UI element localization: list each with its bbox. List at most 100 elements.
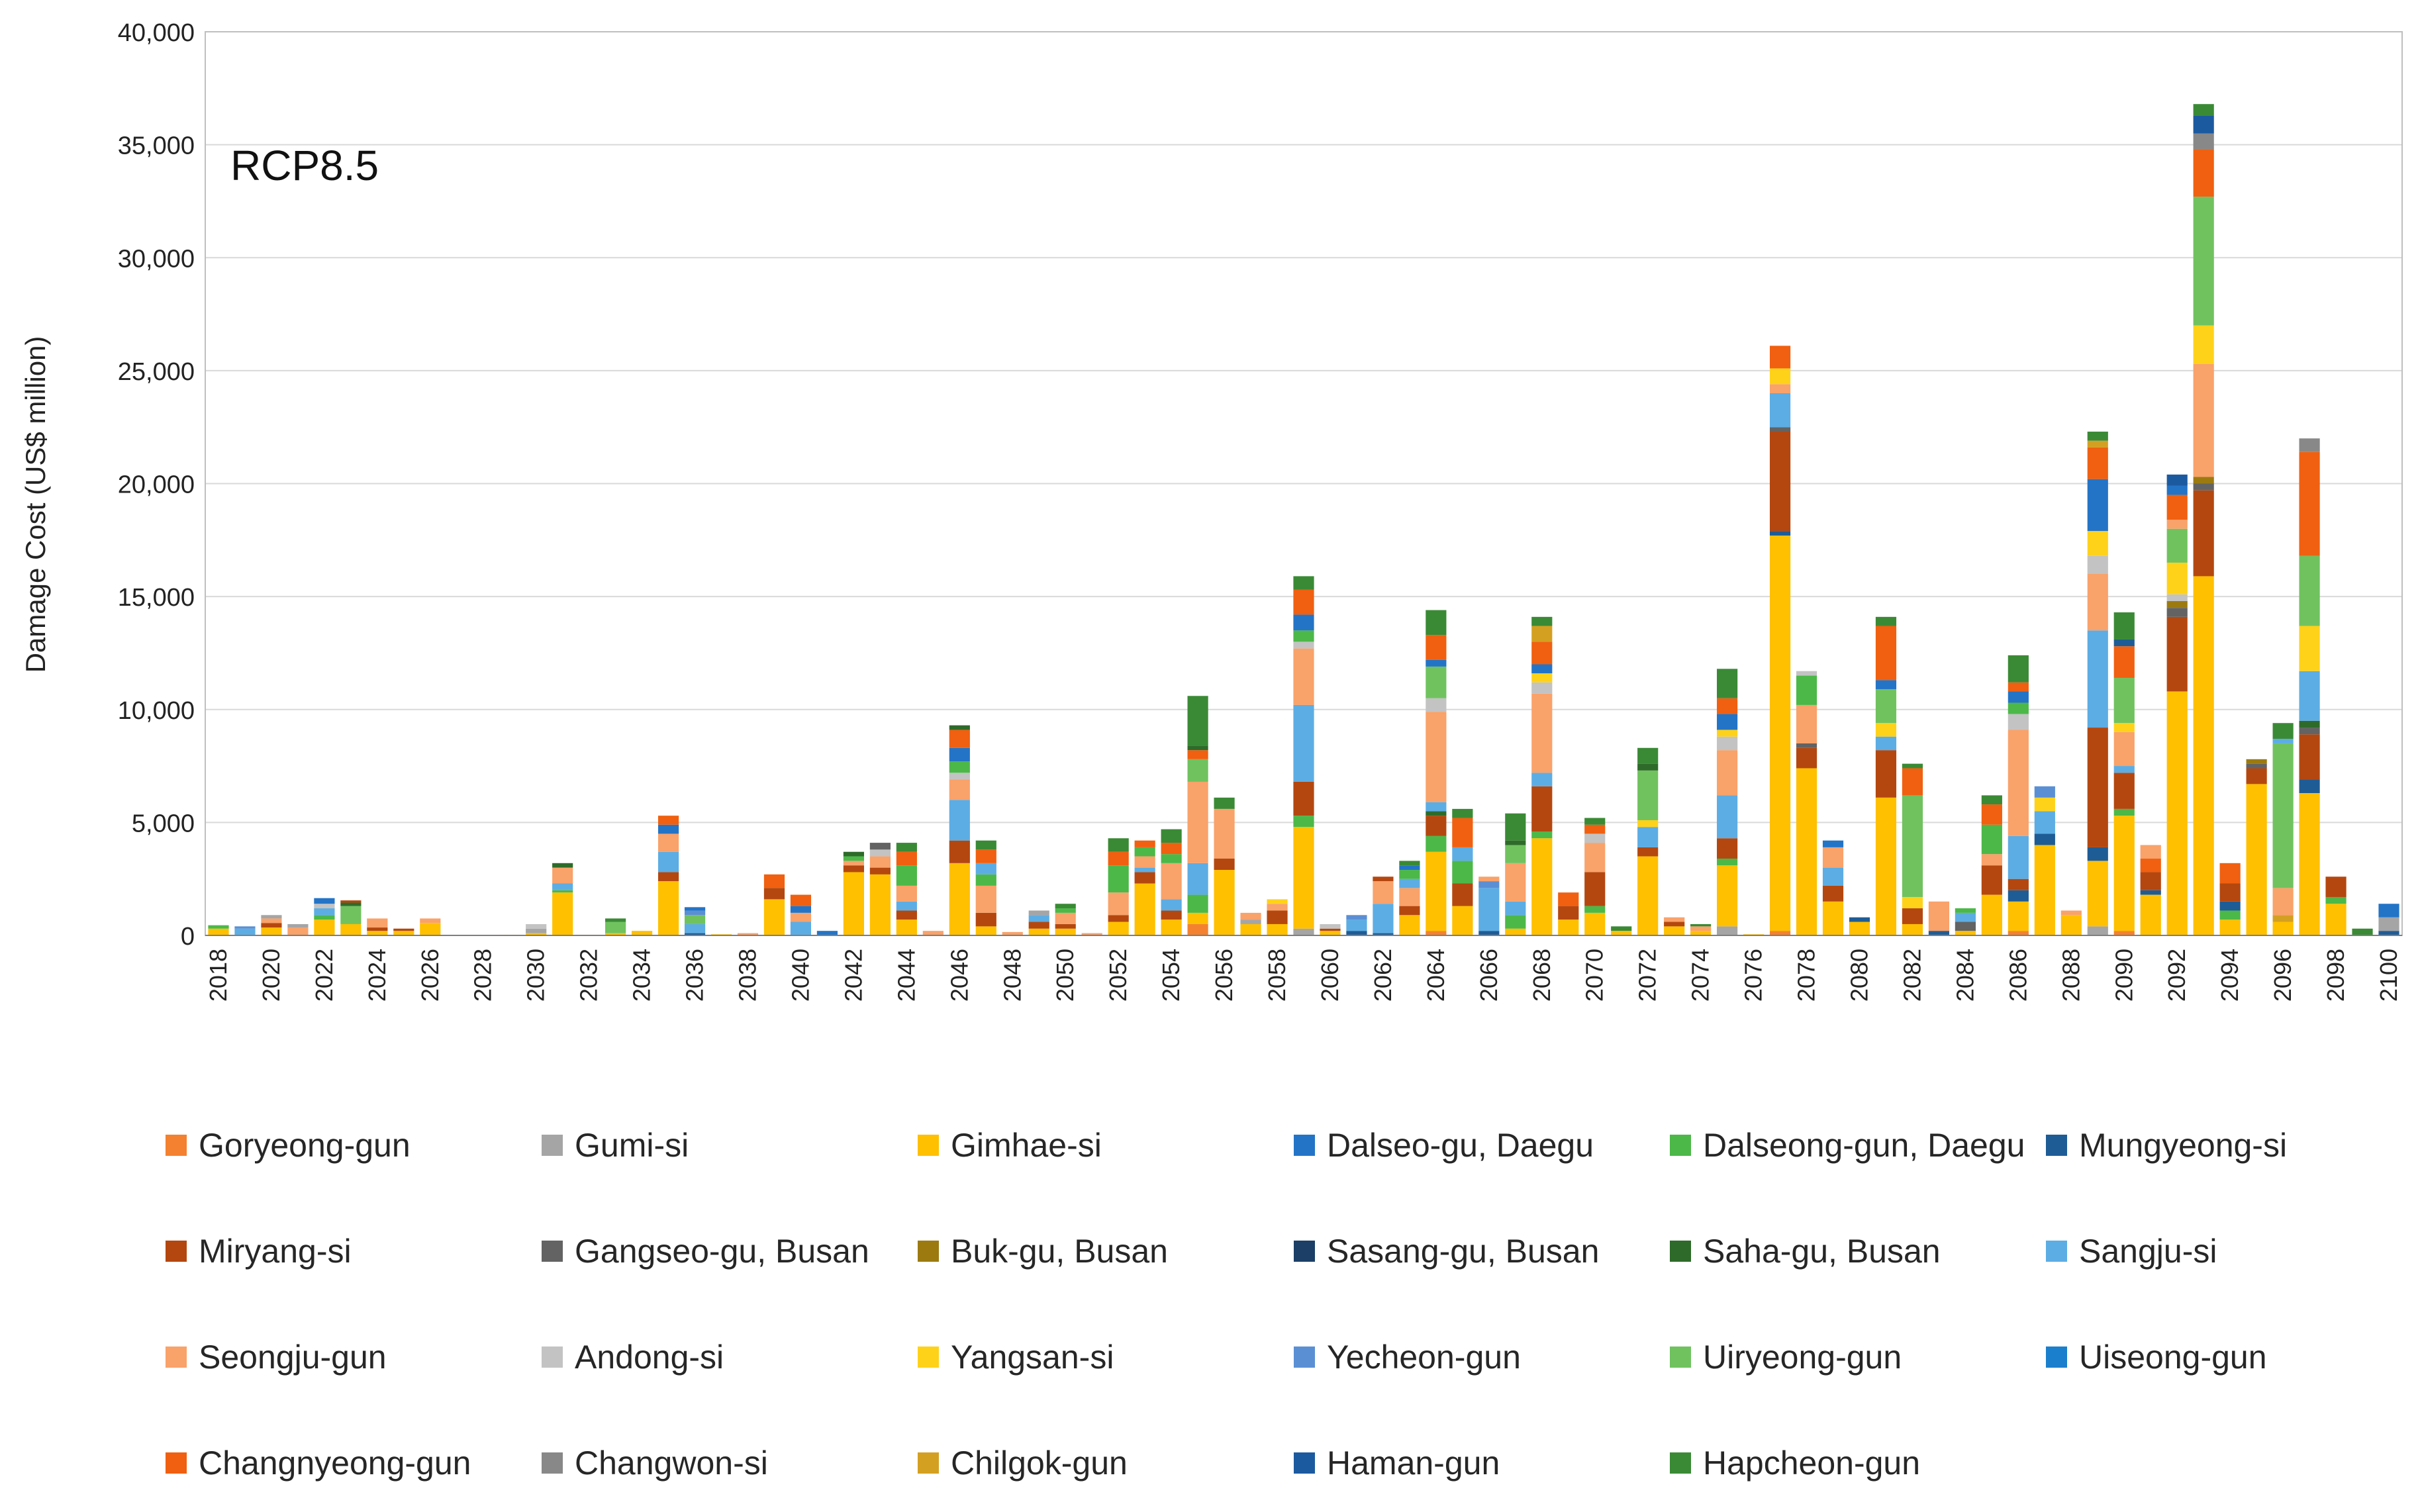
legend-swatch — [1294, 1241, 1315, 1262]
bar-segment-seongju-gun — [1796, 704, 1817, 743]
bar-segment-miryang-si — [2246, 768, 2267, 784]
bar-segment-miryang-si — [1108, 915, 1129, 922]
x-tick-label: 2036 — [681, 949, 708, 1002]
bar-segment-miryang-si — [1584, 872, 1606, 906]
bar-segment-seongju-gun — [2272, 888, 2294, 916]
bar-stack-2040 — [790, 894, 812, 935]
bar-segment-gimhae-si — [2219, 920, 2241, 935]
bar-segment-mungyeong-si — [684, 933, 706, 935]
legend-item: Hapcheon-gun — [1670, 1437, 1920, 1489]
legend-label: Yangsan-si — [951, 1339, 1114, 1376]
bar-segment-andong-si — [2087, 555, 2108, 574]
legend-label: Gimhae-si — [951, 1127, 1102, 1164]
bar-segment-changnyeong-gun — [1981, 804, 2002, 825]
bar-stack-2084 — [1955, 908, 1976, 935]
x-tick-label: 2072 — [1634, 949, 1661, 1002]
bar-segment-sangju-si — [1717, 795, 1738, 839]
bar-segment-hapcheon-gun — [1690, 923, 1712, 927]
bar-segment-seongju-gun — [1267, 904, 1288, 911]
bar-segment-changnyeong-gun — [2008, 682, 2029, 692]
bar-segment-seongju-gun — [1214, 808, 1235, 859]
bar-segment-andong-si — [1426, 698, 1447, 712]
stacked-bar-chart: 0 5,000 10,000 15,000 20,000 25,000 30,000 35,0… — [20, 19, 2403, 1002]
bar-segment-hapcheon-gun — [1637, 747, 1659, 764]
y-tick-label: 15,000 — [118, 584, 195, 612]
bar-segment-miryang-si — [2299, 734, 2320, 780]
bar-segment-seongju-gun — [1426, 712, 1447, 802]
bar-stack-2053 — [1134, 840, 1155, 935]
x-tick-label: 2050 — [1051, 949, 1079, 1002]
bar-segment-seongju-gun — [1690, 926, 1712, 931]
legend-item: Yangsan-si — [918, 1331, 1114, 1384]
bar-segment-sangju-si — [1452, 847, 1473, 861]
y-tick-label: 25,000 — [118, 358, 195, 386]
bar-segment-changnyeong-gun — [975, 849, 996, 863]
bar-segment-hapcheon-gun — [1584, 818, 1606, 825]
bar-stack-2063 — [1399, 861, 1420, 935]
bar-segment-chilgok-gun — [1531, 626, 1553, 642]
bar-segment-dalseong-gun-daegu — [1981, 824, 2002, 855]
bar-segment-gimhae-si — [1611, 931, 1632, 935]
bar-segment-yangsan-si — [1902, 896, 1923, 909]
bar-segment-changnyeong-gun — [2219, 863, 2241, 884]
bar-segment-gimhae-si — [949, 863, 970, 935]
bar-segment-gangseo-gu-busan — [1796, 743, 1817, 748]
legend-label: Goryeong-gun — [199, 1127, 411, 1164]
x-tick-label: 2070 — [1581, 949, 1608, 1002]
bar-segment-seongju-gun — [1134, 856, 1155, 868]
bar-segment-sangju-si — [552, 883, 573, 890]
bar-segment-dalseo-gu-daegu — [790, 906, 812, 913]
bar-stack-2046 — [949, 725, 970, 935]
legend-swatch — [1670, 1135, 1691, 1156]
bar-segment-changnyeong-gun — [1717, 698, 1738, 714]
bar-stack-2058 — [1267, 899, 1288, 935]
bar-segment-dalseong-gun-daegu — [1399, 870, 1420, 879]
bar-segment-gumi-si — [1240, 920, 1261, 924]
bar-segment-miryang-si — [2113, 773, 2135, 809]
bar-segment-dalseong-gun-daegu — [843, 856, 865, 861]
bar-stack-2059 — [1293, 576, 1314, 935]
bar-segment-hapcheon-gun — [1426, 610, 1447, 636]
bar-stack-2047 — [975, 840, 996, 935]
legend-label: Changwon-si — [575, 1444, 768, 1482]
bar-segment-seongju-gun — [737, 933, 759, 935]
bar-segment-yangsan-si — [2034, 797, 2055, 812]
bar-segment-gimhae-si — [896, 920, 917, 935]
legend-swatch — [1294, 1452, 1315, 1474]
bar-segment-dalseong-gun-daegu — [896, 865, 917, 886]
x-tick-label: 2054 — [1157, 949, 1185, 1002]
bar-segment-seongju-gun — [922, 931, 944, 935]
bar-segment-miryang-si — [1320, 928, 1341, 931]
bar-segment-hapcheon-gun — [1505, 813, 1526, 841]
x-tick-label: 2034 — [628, 949, 655, 1002]
bar-segment-dalseong-gun-daegu — [208, 925, 229, 929]
bar-segment-sangju-si — [684, 923, 706, 933]
bar-segment-changnyeong-gun — [1452, 818, 1473, 847]
bar-segment-andong-si — [2166, 594, 2188, 601]
bar-segment-changnyeong-gun — [790, 894, 812, 906]
bar-segment-yangsan-si — [1769, 368, 1791, 385]
bar-segment-gimhae-si — [2060, 915, 2082, 935]
bar-stack-2099 — [2352, 928, 2373, 935]
bar-stack-2092 — [2166, 474, 2188, 935]
bar-segment-saha-gu-busan — [2299, 720, 2320, 728]
x-tick-label: 2042 — [840, 949, 867, 1002]
bar-segment-goryeong-gun — [2113, 931, 2135, 935]
bar-segment-gimhae-si — [1426, 851, 1447, 931]
legend-label: Uiryeong-gun — [1703, 1339, 1902, 1376]
legend-label: Hapcheon-gun — [1703, 1444, 1921, 1482]
bar-segment-buk-gu-busan — [2246, 759, 2267, 764]
bar-segment-hapcheon-gun — [1981, 795, 2002, 805]
bar-segment-sangju-si — [2299, 671, 2320, 721]
bar-segment-miryang-si — [949, 840, 970, 863]
bar-segment-dalseo-gu-daegu — [2166, 485, 2188, 495]
y-tick-label: 10,000 — [118, 697, 195, 725]
bar-segment-gumi-si — [2087, 926, 2108, 935]
bar-segment-gimhae-si — [1187, 912, 1208, 924]
bar-segment-changnyeong-gun — [2113, 646, 2135, 678]
bar-segment-gangseo-gu-busan — [1769, 427, 1791, 432]
bar-segment-dalseong-gun-daegu — [2219, 910, 2241, 920]
bar-segment-dalseong-gun-daegu — [1452, 861, 1473, 884]
bar-stack-2043 — [869, 843, 891, 935]
bar-segment-sangju-si — [2113, 766, 2135, 773]
